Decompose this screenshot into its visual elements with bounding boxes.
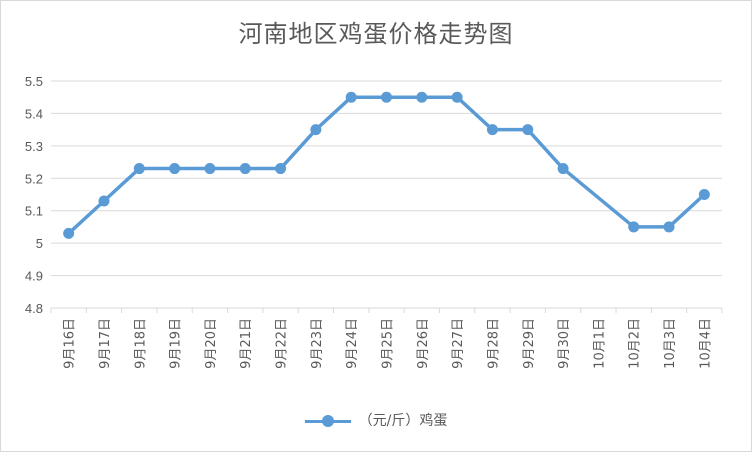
y-tick-label: 4.9 [25,269,43,284]
legend-label: （元/斤）鸡蛋 [358,413,448,429]
x-tick-label: 10月4日 [698,318,713,369]
x-tick-label: 9月29日 [522,318,537,369]
y-tick-label: 5.5 [25,74,43,89]
x-tick-label: 9月18日 [133,318,148,369]
data-point [698,189,710,200]
data-point [239,163,251,175]
data-point [98,195,110,207]
y-tick-label: 5 [36,236,43,251]
data-point [381,91,392,103]
x-tick-label: 9月20日 [204,318,219,369]
chart-title: 河南地区鸡蛋价格走势图 [238,20,514,48]
x-tick-label: 9月25日 [381,318,396,369]
data-point [486,124,498,136]
x-tick-label: 9月28日 [486,318,501,369]
x-tick-label: 9月19日 [169,318,184,369]
data-point [204,163,216,175]
x-tick-label: 9月17日 [98,318,113,369]
data-point [663,221,675,233]
x-tick-label: 9月26日 [416,318,431,369]
y-tick-label: 5.1 [25,204,43,219]
legend-line-marker-icon [304,414,351,428]
x-tick-label: 9月16日 [63,318,78,369]
x-tick-label: 10月1日 [592,318,607,369]
data-point [628,221,640,233]
data-point [345,91,357,103]
data-point [63,227,75,239]
data-point [416,91,428,103]
y-tick-label: 5.2 [25,171,43,186]
data-point [133,163,145,175]
legend: （元/斤）鸡蛋 [0,410,752,430]
y-tick-label: 5.4 [25,106,43,121]
x-tick-label: 9月30日 [557,318,572,369]
x-tick-label: 9月27日 [451,318,466,369]
x-tick-label: 10月2日 [628,318,643,369]
data-point [522,124,534,136]
x-tick-label: 9月21日 [239,318,254,369]
y-tick-label: 4.8 [25,301,43,316]
data-point [310,124,322,136]
y-tick-label: 5.3 [25,139,43,154]
data-point [275,163,287,175]
series-line [66,95,707,236]
x-tick-label: 9月23日 [310,318,325,369]
x-tick-label: 10月3日 [663,318,678,369]
data-point [557,163,569,175]
data-point [451,91,463,103]
x-tick-label: 9月22日 [275,318,290,369]
data-point [169,163,181,175]
x-tick-label: 9月24日 [345,318,360,369]
